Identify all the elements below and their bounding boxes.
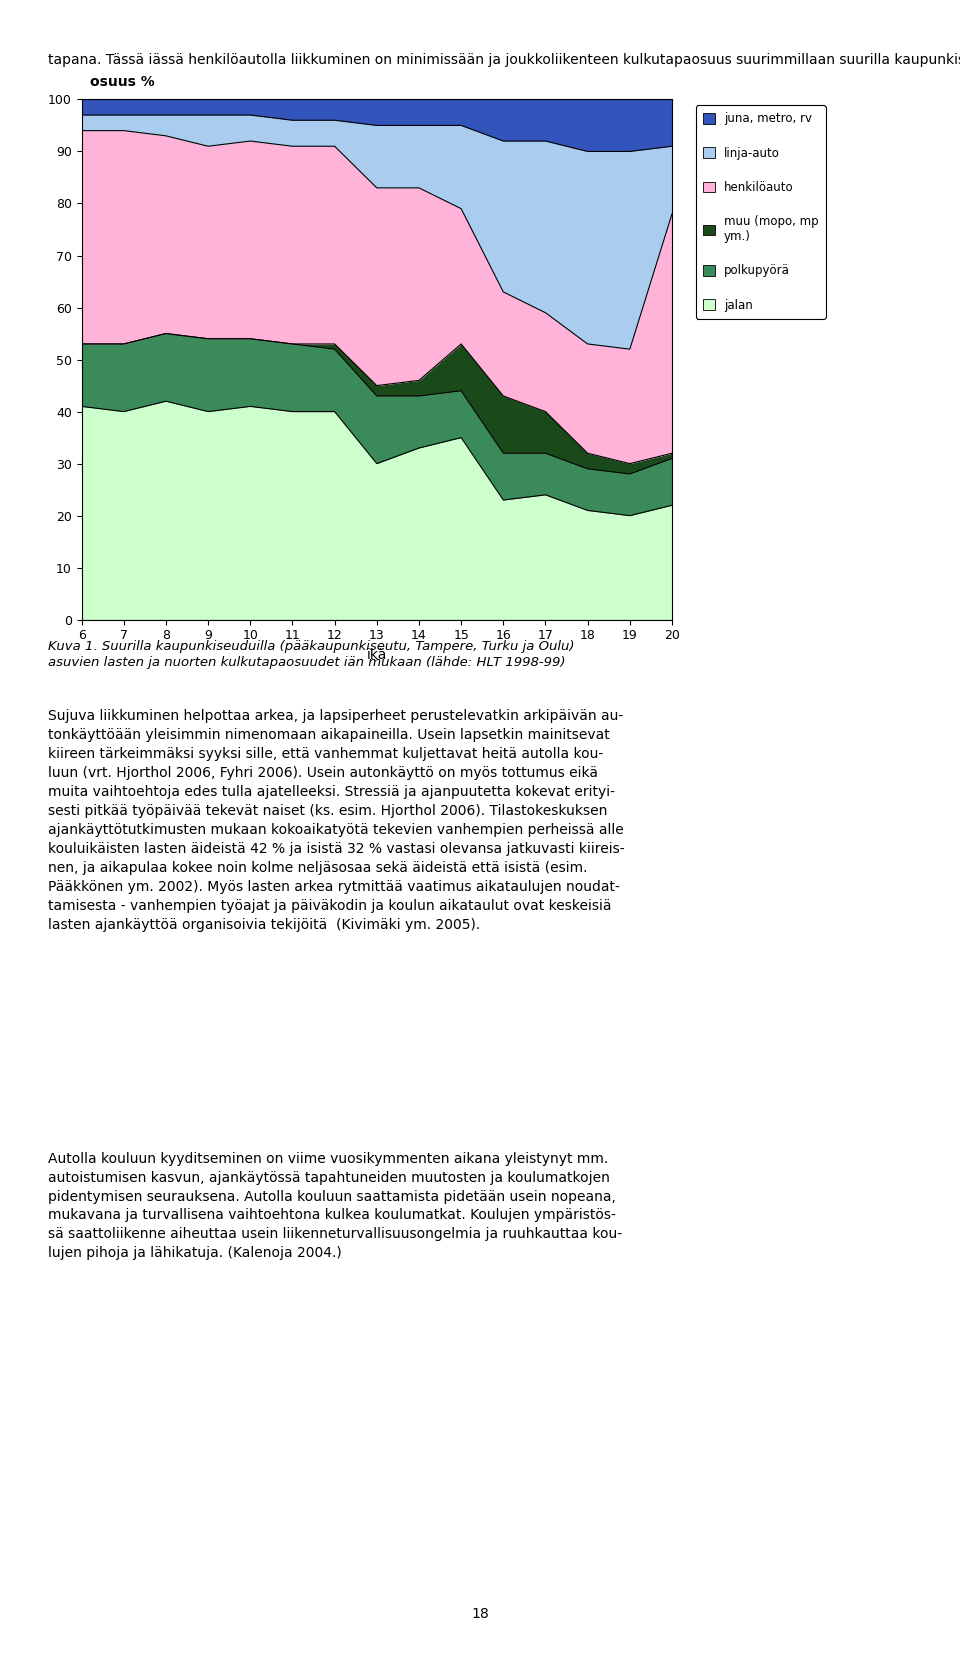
Text: 18: 18 <box>471 1607 489 1621</box>
Text: tapana. Tässä iässä henkilöautolla liikkuminen on minimissään ja joukkoliikentee: tapana. Tässä iässä henkilöautolla liikk… <box>48 53 960 66</box>
Legend: juna, metro, rv, linja-auto, henkilöauto, muu (mopo, mp
ym.), polkupyörä, jalan: juna, metro, rv, linja-auto, henkilöauto… <box>696 106 826 318</box>
Text: Sujuva liikkuminen helpottaa arkea, ja lapsiperheet perustelevatkin arkipäivän a: Sujuva liikkuminen helpottaa arkea, ja l… <box>48 709 625 931</box>
Text: Autolla kouluun kyyditseminen on viime vuosikymmenten aikana yleistynyt mm.
auto: Autolla kouluun kyyditseminen on viime v… <box>48 1152 622 1261</box>
X-axis label: ikä: ikä <box>367 648 387 663</box>
Text: osuus %: osuus % <box>90 75 155 89</box>
Text: Kuva 1. Suurilla kaupunkiseuduilla (pääkaupunkiseutu, Tampere, Turku ja Oulu)
as: Kuva 1. Suurilla kaupunkiseuduilla (pääk… <box>48 640 574 669</box>
